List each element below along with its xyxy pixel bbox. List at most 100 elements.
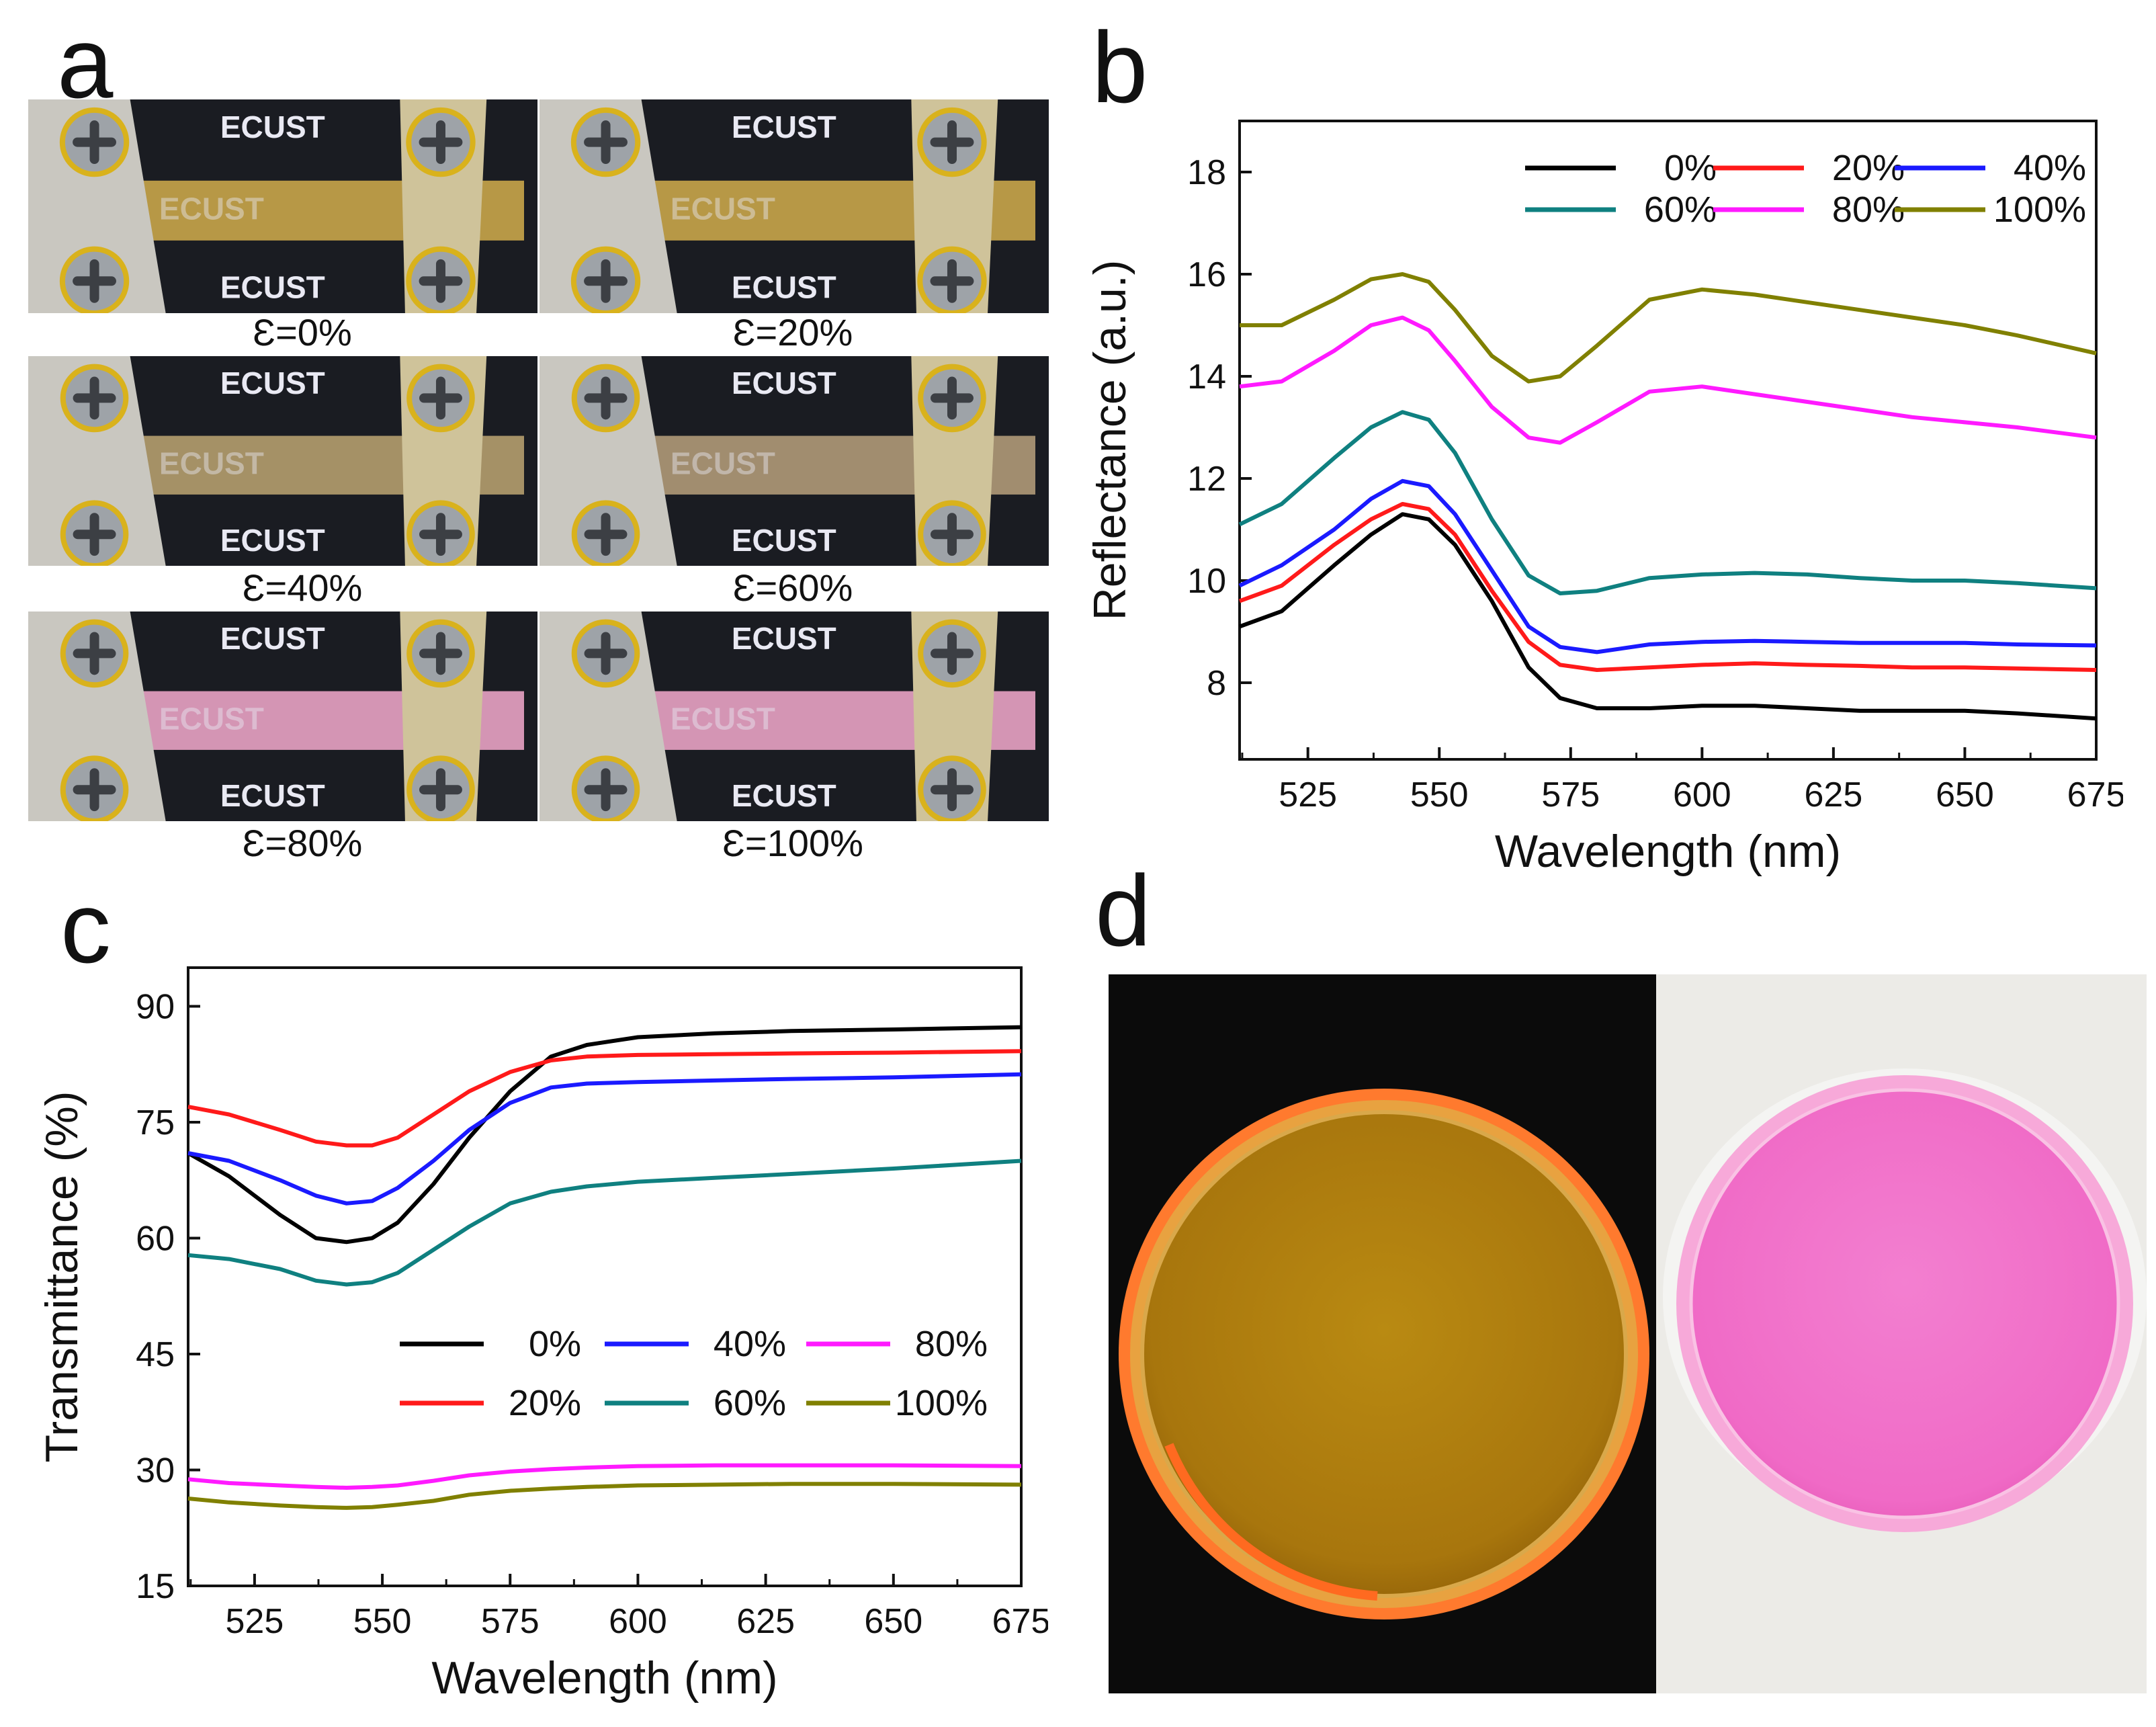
strain-caption: Ɛ=40%	[242, 566, 363, 609]
legend-label: 40%	[714, 1324, 786, 1364]
y-tick-label: 45	[136, 1335, 175, 1374]
screw-slot	[73, 259, 116, 303]
screw-slot	[419, 376, 462, 420]
screw-slot	[584, 120, 628, 165]
panel-d-label: d	[1095, 854, 1152, 967]
legend-label: 80%	[1832, 189, 1905, 230]
strain-caption: Ɛ=100%	[722, 822, 863, 864]
legend-label: 20%	[1832, 148, 1905, 188]
ecust-label: ECUST	[220, 270, 325, 305]
strain-photo: ECUST ECUST ECUST	[540, 356, 1049, 566]
x-axis-label: Wavelength (nm)	[1495, 826, 1841, 877]
legend-label: 20%	[509, 1383, 581, 1423]
x-tick-label: 575	[481, 1602, 540, 1641]
x-tick-label: 575	[1541, 775, 1600, 814]
plot-frame	[187, 966, 1023, 1587]
series-line-0pct	[187, 1025, 1022, 1245]
ecust-strip-label: ECUST	[159, 192, 264, 226]
strain-caption: Ɛ=80%	[242, 822, 363, 864]
panel-a-label: a	[57, 6, 114, 119]
series-line-40pct	[187, 1072, 1022, 1206]
y-axis-label: Transmittance (%)	[36, 1091, 87, 1463]
x-tick-label: 550	[353, 1602, 412, 1641]
x-tick-label: 650	[1936, 775, 1994, 814]
series-line-0pct	[1238, 512, 2097, 721]
screw-slot	[931, 513, 974, 556]
series-line-20pct	[1238, 502, 2097, 672]
petri-dish-light-background	[1656, 974, 2147, 1693]
screw-slot	[584, 632, 628, 675]
transmittance-chart: 525 550 575 600 625 650 675 15 30 45 60 75 90 Wavelen…	[36, 966, 1048, 1703]
legend-label: 60%	[714, 1383, 786, 1423]
strain-photo: ECUST ECUST ECUST	[28, 356, 537, 566]
plot-frame	[1238, 120, 2098, 761]
series-line-20pct	[187, 1049, 1022, 1148]
ecust-label: ECUST	[732, 110, 836, 144]
ecust-label: ECUST	[220, 778, 325, 813]
x-tick-label: 650	[864, 1602, 922, 1641]
y-tick-label: 16	[1187, 255, 1226, 294]
ecust-label: ECUST	[220, 366, 325, 401]
legend-label: 0%	[1664, 148, 1717, 188]
series-line-40pct	[1238, 478, 2097, 655]
ecust-label: ECUST	[732, 270, 836, 305]
legend-label: 60%	[1644, 189, 1717, 230]
ecust-label: ECUST	[220, 523, 325, 558]
panel-b-label: b	[1092, 11, 1148, 124]
y-tick-label: 8	[1207, 664, 1226, 703]
screw-slot	[73, 376, 116, 420]
x-tick-label: 550	[1410, 775, 1469, 814]
legend-label: 100%	[895, 1383, 988, 1423]
screw-slot	[419, 632, 462, 675]
series-line-60pct	[187, 1159, 1022, 1287]
x-tick-label: 525	[226, 1602, 284, 1641]
screw-slot	[419, 768, 462, 812]
strain-photo-graphic: ECUST ECUST ECUST	[28, 612, 537, 821]
ecust-strip-label: ECUST	[671, 701, 775, 736]
orange-petri-dish	[1119, 1089, 1649, 1619]
strain-photo-graphic: ECUST ECUST ECUST	[28, 356, 537, 566]
strain-photo-graphic: ECUST ECUST ECUST	[540, 99, 1049, 313]
y-tick-label: 10	[1187, 562, 1226, 601]
x-tick-label: 525	[1279, 775, 1337, 814]
screw-slot	[584, 376, 628, 420]
x-tick-label: 625	[1805, 775, 1863, 814]
x-tick-label: 600	[609, 1602, 667, 1641]
screw-slot	[931, 376, 974, 420]
screw-slot	[419, 259, 463, 303]
y-axis-label: Reflectance (a.u.)	[1084, 260, 1135, 621]
petri-dish-dark-background	[1109, 974, 1656, 1693]
x-tick-label: 675	[2067, 775, 2123, 814]
y-tick-label: 90	[136, 988, 175, 1027]
ecust-label: ECUST	[732, 778, 836, 813]
series-line-100pct	[187, 1482, 1022, 1510]
strain-photo-graphic: ECUST ECUST ECUST	[540, 612, 1049, 821]
ecust-strip-label: ECUST	[671, 192, 775, 226]
screw-slot	[930, 120, 974, 165]
series-line-80pct	[1239, 315, 2097, 445]
screw-slot	[584, 513, 628, 556]
ecust-strip-label: ECUST	[671, 446, 775, 480]
strain-photo: ECUST ECUST ECUST	[540, 612, 1049, 821]
strain-photo: ECUST ECUST ECUST	[540, 99, 1049, 313]
legend-label: 80%	[915, 1324, 988, 1364]
y-tick-label: 12	[1187, 460, 1226, 499]
legend-label: 100%	[1993, 189, 2086, 230]
strain-photo-graphic: ECUST ECUST ECUST	[28, 99, 537, 313]
screw-slot	[584, 259, 628, 303]
strain-caption: Ɛ=60%	[732, 566, 853, 609]
x-tick-label: 675	[992, 1602, 1048, 1641]
strain-photo: ECUST ECUST ECUST	[28, 99, 537, 313]
legend-label: 40%	[2014, 148, 2086, 188]
screw-slot	[931, 632, 974, 675]
pink-petri-dish	[1663, 1068, 2147, 1532]
ecust-strip-label: ECUST	[159, 446, 264, 480]
screw-slot	[73, 120, 116, 165]
ecust-label: ECUST	[732, 366, 836, 401]
legend-label: 0%	[529, 1324, 581, 1364]
screw-slot	[73, 632, 116, 675]
y-tick-label: 14	[1187, 357, 1226, 396]
series-line-80pct	[187, 1463, 1022, 1490]
screw-slot	[419, 513, 462, 556]
screw-slot	[73, 513, 116, 556]
